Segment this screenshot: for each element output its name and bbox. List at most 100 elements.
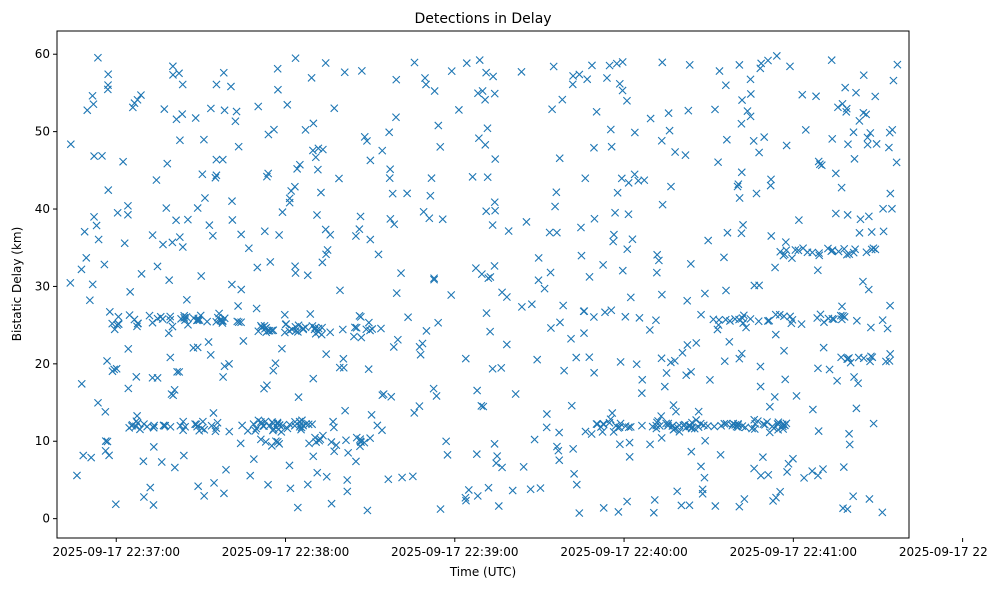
detection-marker [392,289,401,298]
y-tick-label: 20 [35,357,50,371]
detection-marker [101,446,110,455]
detection-marker [755,148,764,157]
detection-marker [763,418,772,427]
detection-marker [392,113,400,122]
detection-marker [592,420,601,429]
detection-marker [852,404,861,413]
detection-marker [126,287,135,296]
detection-marker [376,324,385,333]
detection-marker [491,206,500,215]
detection-marker [605,61,614,70]
detection-marker [587,429,596,438]
detection-marker [743,107,752,116]
detection-marker [737,119,746,128]
detection-marker [883,324,892,333]
detection-marker [132,322,141,331]
detection-marker [120,239,129,248]
detection-marker [494,502,503,511]
detection-marker [698,485,707,494]
detection-marker [273,437,282,446]
detection-marker [291,269,300,277]
detection-marker [338,325,347,334]
detection-marker [295,160,304,169]
detection-marker [770,392,779,401]
detection-marker [254,327,263,336]
detection-marker [843,505,852,514]
detection-marker [153,314,162,323]
detection-marker [766,181,775,190]
detection-marker [110,325,119,334]
detection-marker [212,424,221,433]
detection-marker [635,313,644,322]
detection-marker [756,382,765,391]
detection-marker [569,71,578,80]
detection-marker [283,424,292,433]
detection-marker [589,313,598,321]
detection-marker [849,128,858,137]
detection-marker [567,401,576,410]
detection-marker [133,95,142,104]
detection-marker [226,82,235,91]
detection-marker [195,426,204,435]
detection-marker [88,91,97,100]
detection-marker [194,316,203,325]
detection-marker [652,268,661,277]
plot-area-frame [56,30,910,539]
detection-marker [498,463,507,472]
detection-marker [285,461,294,470]
detection-marker [657,354,666,363]
detection-marker [783,467,792,476]
detection-marker [697,462,705,471]
detection-marker [700,289,709,298]
detection-marker [180,313,189,322]
detection-marker [673,487,682,496]
detection-marker [239,336,248,345]
detection-marker [349,332,358,341]
detection-marker [471,264,480,273]
detection-marker [168,238,177,247]
detection-marker [497,363,506,372]
x-axis-title: Time (UTC) [449,565,516,579]
detection-marker [615,440,624,449]
detection-marker [549,62,558,71]
detection-marker [200,491,209,500]
detection-marker [175,136,184,145]
detection-marker [764,56,772,65]
detection-marker [756,471,765,480]
detection-marker [278,421,287,430]
detection-marker [580,329,588,338]
detection-marker [650,495,659,504]
detection-marker [330,447,339,456]
detection-marker [123,210,132,219]
detection-marker [291,54,300,63]
detection-marker [841,83,850,92]
detection-marker [885,128,894,137]
detection-marker [813,266,822,275]
detection-marker [228,215,237,224]
detection-marker [233,317,242,326]
detection-marker [159,421,168,430]
detection-marker [425,214,434,223]
detection-marker [308,146,317,155]
detection-marker [182,295,191,304]
detection-marker [833,376,842,385]
detection-marker [336,286,344,295]
detection-marker [681,151,690,160]
detection-marker [623,245,632,254]
detection-marker [100,260,109,269]
detection-marker [291,322,300,331]
detection-marker [79,451,88,460]
detection-marker [879,227,888,236]
detection-marker [502,340,511,349]
detection-marker [798,90,807,99]
detection-marker [613,188,622,197]
detection-marker [863,140,872,149]
detection-marker [558,95,567,104]
detection-marker [678,348,687,357]
detection-marker [779,251,788,260]
detection-marker [827,56,836,65]
detection-marker [765,316,774,325]
detection-marker [461,354,470,363]
detection-marker [403,189,412,198]
detection-marker [666,358,675,367]
